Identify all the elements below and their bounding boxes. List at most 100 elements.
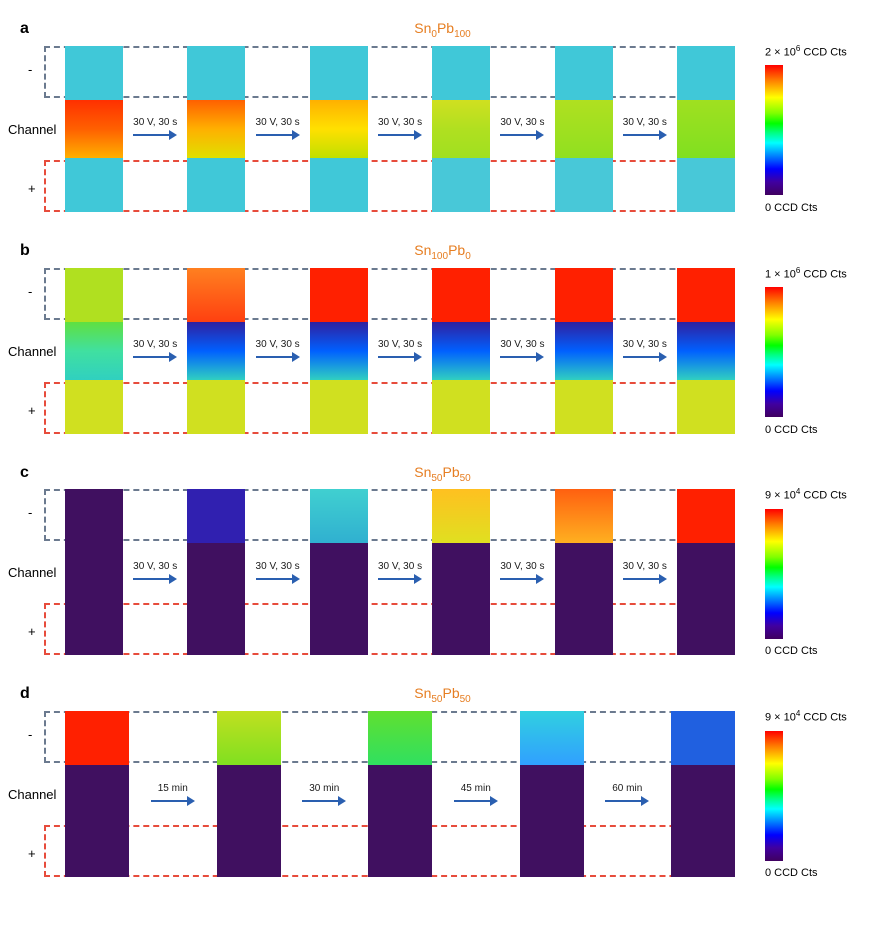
colorbar-min-label: 0 CCD Cts [765, 867, 818, 879]
strip-bottom-segment [217, 823, 281, 877]
strip-top-segment [65, 46, 123, 100]
step-label: 30 V, 30 s [256, 117, 300, 128]
strip-bottom-segment [187, 380, 245, 434]
pl-map-strip [368, 711, 432, 877]
pl-map-strip [310, 268, 368, 434]
arrow-icon [605, 796, 649, 806]
step-label: 30 V, 30 s [133, 117, 177, 128]
strip-bottom-segment [187, 601, 245, 655]
strip-bottom-segment [432, 380, 490, 434]
step-label: 30 V, 30 s [378, 561, 422, 572]
strip-top-segment [432, 46, 490, 100]
strip-channel-segment [432, 100, 490, 158]
step-label: 30 V, 30 s [133, 339, 177, 350]
strip-bottom-segment [555, 601, 613, 655]
strip-top-segment [432, 268, 490, 322]
strip-area: -+Channel30 V, 30 s30 V, 30 s30 V, 30 s3… [20, 44, 735, 214]
step-arrow: 30 V, 30 s [613, 561, 677, 584]
pl-map-strip [555, 489, 613, 655]
step-label: 30 V, 30 s [256, 339, 300, 350]
arrow-icon [623, 574, 667, 584]
strip-channel-segment [310, 543, 368, 601]
arrow-icon [500, 352, 544, 362]
strip-channel-segment [65, 543, 123, 601]
step-label: 30 V, 30 s [500, 117, 544, 128]
panel-title: Sn0Pb100 [20, 20, 865, 40]
colorbar: 9 × 104 CCD Cts 0 CCD Cts [765, 487, 865, 657]
strip-channel-segment [671, 765, 735, 823]
pl-map-strip [555, 46, 613, 212]
arrow-icon [151, 796, 195, 806]
pl-map-strip [310, 46, 368, 212]
strip-bottom-segment [65, 380, 123, 434]
strip-channel-segment [187, 100, 245, 158]
colorbar: 2 × 106 CCD Cts0 CCD Cts [765, 44, 865, 214]
strip-top-segment [65, 711, 129, 765]
strip-top-segment [677, 268, 735, 322]
colorbar: 1 × 106 CCD Cts0 CCD Cts [765, 266, 865, 436]
strip-bottom-segment [671, 823, 735, 877]
step-arrow: 30 V, 30 s [245, 117, 309, 140]
colorbar-min-label: 0 CCD Cts [765, 645, 818, 657]
panel-a: aSn0Pb100-+Channel30 V, 30 s30 V, 30 s30… [20, 20, 865, 214]
strip-bottom-segment [310, 380, 368, 434]
pl-map-strip [677, 268, 735, 434]
strip-channel-segment [368, 765, 432, 823]
minus-label: - [28, 505, 32, 520]
step-arrow: 30 V, 30 s [123, 561, 187, 584]
pl-map-strip [187, 46, 245, 212]
step-arrow: 30 V, 30 s [123, 339, 187, 362]
step-label: 30 min [309, 783, 339, 794]
pl-map-strip [671, 711, 735, 877]
strip-top-segment [671, 711, 735, 765]
panel-label: c [20, 464, 29, 482]
colorbar-min-label: 0 CCD Cts [765, 424, 818, 436]
step-arrow: 30 V, 30 s [368, 339, 432, 362]
step-label: 30 V, 30 s [378, 117, 422, 128]
strip-bottom-segment [555, 158, 613, 212]
step-label: 45 min [461, 783, 491, 794]
step-label: 30 V, 30 s [378, 339, 422, 350]
channel-label: Channel [8, 344, 56, 359]
arrow-icon [133, 574, 177, 584]
pl-map-strip [217, 711, 281, 877]
step-arrow: 45 min [432, 783, 520, 806]
strip-top-segment [677, 46, 735, 100]
pl-map-strip [187, 268, 245, 434]
step-arrow: 30 V, 30 s [245, 339, 309, 362]
arrow-icon [302, 796, 346, 806]
pl-map-strip [432, 489, 490, 655]
colorbar-max-label: 9 × 104 CCD Cts [765, 487, 847, 502]
strip-bottom-segment [677, 158, 735, 212]
step-arrow: 60 min [584, 783, 672, 806]
colorbar-gradient [765, 731, 783, 861]
plus-label: + [28, 846, 36, 861]
step-label: 15 min [158, 783, 188, 794]
minus-label: - [28, 727, 32, 742]
step-arrow: 30 min [281, 783, 369, 806]
arrow-icon [623, 352, 667, 362]
strip-top-segment [187, 489, 245, 543]
pl-map-strip [65, 711, 129, 877]
strip-top-segment [310, 46, 368, 100]
step-label: 60 min [612, 783, 642, 794]
colorbar-gradient [765, 509, 783, 639]
strip-bottom-segment [555, 380, 613, 434]
pl-map-strip [65, 46, 123, 212]
arrow-icon [500, 130, 544, 140]
arrow-icon [133, 352, 177, 362]
strip-bottom-segment [310, 601, 368, 655]
channel-label: Channel [8, 565, 56, 580]
pl-map-strip [677, 46, 735, 212]
strip-channel-segment [520, 765, 584, 823]
strip-top-segment [555, 268, 613, 322]
panel-title: Sn50Pb50 [20, 685, 865, 705]
strip-channel-segment [555, 100, 613, 158]
strip-channel-segment [187, 543, 245, 601]
pl-map-strip [65, 268, 123, 434]
strip-channel-segment [677, 543, 735, 601]
strip-channel-segment [310, 322, 368, 380]
step-label: 30 V, 30 s [500, 339, 544, 350]
strip-channel-segment [217, 765, 281, 823]
step-arrow: 30 V, 30 s [613, 339, 677, 362]
